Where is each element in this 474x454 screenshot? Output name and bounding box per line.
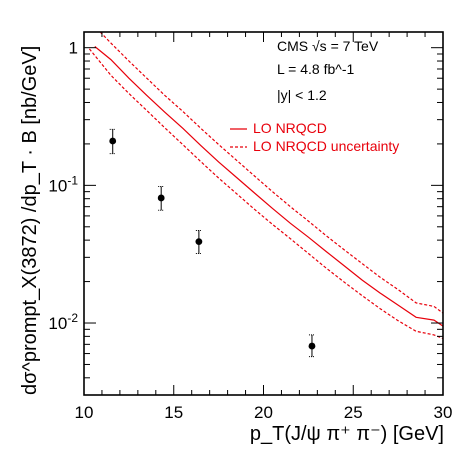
plot-curves	[88, 32, 443, 340]
legend-label-nrqcd: LO NRQCD	[253, 120, 327, 136]
data-point-3	[308, 334, 316, 358]
x-tick-label: 15	[164, 403, 183, 422]
data-marker	[109, 137, 117, 145]
axis-tick-labels: 10 15 20 25 30 1 10-1 10-2	[48, 39, 452, 422]
y-tick-label: 10-2	[48, 311, 78, 333]
y-tick-label: 10-1	[48, 173, 78, 195]
x-tick-label: 10	[75, 403, 94, 422]
x-tick-label: 20	[254, 403, 273, 422]
x-tick-label: 30	[434, 403, 453, 422]
annotation-rapidity: |y| < 1.2	[277, 87, 327, 103]
uncertainty-band-line-2	[99, 32, 443, 314]
legend-label-uncertainty: LO NRQCD uncertainty	[253, 138, 399, 154]
nrqcd-prediction-line	[94, 46, 443, 327]
legend: LO NRQCD LO NRQCD uncertainty	[230, 120, 399, 154]
axis-ticks	[83, 32, 444, 396]
y-axis-label: dσ^prompt_X(3872) /dp_T · B [nb/GeV]	[19, 46, 41, 395]
data-marker	[308, 342, 316, 350]
x-axis-label: p_T(J/ψ π⁺ π⁻) [GeV]	[250, 423, 444, 445]
data-marker	[195, 238, 203, 246]
y-tick-label: 1	[69, 39, 78, 58]
data-marker	[157, 194, 165, 202]
annotation-energy: CMS √s = 7 TeV	[277, 38, 379, 54]
plot-points	[109, 128, 316, 358]
x-tick-label: 25	[344, 403, 363, 422]
annotation-lumi: L = 4.8 fb^-1	[277, 61, 354, 77]
data-point-0	[109, 128, 117, 155]
data-point-2	[195, 229, 203, 254]
data-point-1	[157, 186, 165, 211]
uncertainty-band-line-3	[88, 48, 443, 340]
